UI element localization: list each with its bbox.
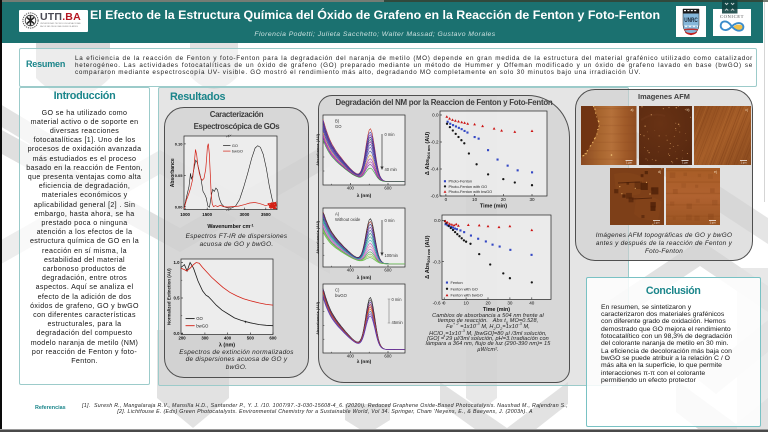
svg-text:40 min: 40 min bbox=[385, 167, 398, 172]
svg-text:-0.6: -0.6 bbox=[433, 301, 441, 306]
svg-text:Absorbancia (AU): Absorbancia (AU) bbox=[316, 301, 320, 335]
svg-text:0.0: 0.0 bbox=[174, 331, 181, 336]
svg-text:Photo-Fenton: Photo-Fenton bbox=[449, 179, 473, 184]
svg-text:Δ Abs504 nm (AU): Δ Abs504 nm (AU) bbox=[425, 235, 431, 278]
svg-text:600: 600 bbox=[384, 186, 392, 191]
svg-text:10: 10 bbox=[464, 301, 470, 306]
svg-text:Absorbance (AU): Absorbance (AU) bbox=[316, 133, 320, 165]
svg-text:bwGO: bwGO bbox=[335, 293, 348, 298]
svg-text:600: 600 bbox=[384, 268, 392, 273]
svg-text:d): d) bbox=[658, 170, 661, 174]
svg-text:30: 30 bbox=[507, 301, 513, 306]
svg-text:0: 0 bbox=[445, 197, 448, 202]
svg-text:100min: 100min bbox=[385, 253, 399, 258]
svg-text:C): C) bbox=[335, 288, 340, 293]
svg-text:GO: GO bbox=[196, 316, 203, 321]
svg-text:λ (nm): λ (nm) bbox=[357, 275, 372, 281]
svg-text:B): B) bbox=[335, 119, 340, 124]
svg-text:1500: 1500 bbox=[202, 212, 212, 217]
svg-text:a): a) bbox=[631, 108, 634, 112]
svg-text:UNRC: UNRC bbox=[684, 17, 698, 24]
svg-text:λ (nm): λ (nm) bbox=[219, 342, 235, 348]
svg-text:c): c) bbox=[745, 108, 748, 112]
svg-text:Fenton: Fenton bbox=[451, 280, 463, 285]
svg-text:1 µm: 1 µm bbox=[741, 161, 747, 165]
svg-text:400: 400 bbox=[224, 335, 232, 340]
svg-text:Photo-Fenton with GO: Photo-Fenton with GO bbox=[449, 184, 488, 189]
svg-text:500: 500 bbox=[247, 335, 255, 340]
svg-text:0.0: 0.0 bbox=[432, 113, 439, 118]
svg-text:Photo-Fenton with bwGO: Photo-Fenton with bwGO bbox=[449, 189, 493, 194]
svg-text:1.0: 1.0 bbox=[174, 260, 181, 265]
svg-text:b): b) bbox=[686, 108, 689, 112]
svg-text:400: 400 bbox=[347, 268, 355, 273]
svg-text:Wavenumber cm-1: Wavenumber cm-1 bbox=[207, 223, 253, 230]
svg-text:20: 20 bbox=[485, 301, 491, 306]
svg-text:λ (nm): λ (nm) bbox=[357, 359, 372, 364]
svg-text:400: 400 bbox=[347, 186, 355, 191]
svg-text:1000: 1000 bbox=[180, 212, 190, 217]
svg-text:10: 10 bbox=[472, 197, 478, 202]
svg-text:Time (min): Time (min) bbox=[483, 307, 510, 313]
svg-text:0 min: 0 min bbox=[385, 132, 396, 137]
svg-text:3000: 3000 bbox=[240, 212, 250, 217]
svg-text:40: 40 bbox=[529, 301, 535, 306]
svg-text:-0.3: -0.3 bbox=[433, 259, 441, 264]
svg-text:200: 200 bbox=[179, 335, 187, 340]
svg-text:0.5: 0.5 bbox=[174, 295, 181, 300]
svg-text:-0.2: -0.2 bbox=[431, 140, 439, 145]
svg-text:400: 400 bbox=[347, 354, 355, 359]
svg-text:0 min: 0 min bbox=[385, 218, 396, 223]
svg-text:0.05: 0.05 bbox=[175, 173, 184, 178]
svg-text:A): A) bbox=[335, 212, 340, 217]
svg-text:1 µm: 1 µm bbox=[626, 161, 632, 165]
svg-text:0.00: 0.00 bbox=[175, 204, 184, 209]
svg-text:Without oxide: Without oxide bbox=[335, 217, 361, 222]
svg-text:Fenton with bwGO: Fenton with bwGO bbox=[451, 293, 483, 298]
svg-text:20: 20 bbox=[501, 197, 507, 202]
svg-text:3500: 3500 bbox=[261, 212, 271, 217]
svg-text:Fenton with GO: Fenton with GO bbox=[451, 286, 478, 291]
svg-text:GO: GO bbox=[335, 124, 342, 129]
svg-text:bwGO: bwGO bbox=[232, 149, 243, 154]
svg-text:-0.4: -0.4 bbox=[431, 167, 439, 172]
svg-text:Absorbancia (AU): Absorbancia (AU) bbox=[316, 220, 320, 254]
svg-text:1 µm: 1 µm bbox=[654, 220, 660, 224]
svg-text:1 µm: 1 µm bbox=[710, 220, 716, 224]
svg-text:1 µm: 1 µm bbox=[682, 161, 688, 165]
svg-text:0: 0 bbox=[443, 301, 446, 306]
svg-text:600: 600 bbox=[384, 354, 392, 359]
svg-text:bwGO: bwGO bbox=[196, 323, 209, 328]
svg-text:Δ Abs504 nm (AU): Δ Abs504 nm (AU) bbox=[425, 132, 431, 175]
svg-text:600: 600 bbox=[269, 335, 277, 340]
svg-text:300: 300 bbox=[201, 335, 209, 340]
svg-text:30: 30 bbox=[529, 197, 535, 202]
svg-text:GO: GO bbox=[232, 143, 238, 148]
svg-text:e): e) bbox=[714, 170, 717, 174]
svg-text:0.0: 0.0 bbox=[434, 218, 441, 223]
svg-text:-0.6: -0.6 bbox=[431, 194, 439, 199]
svg-text:0 min: 0 min bbox=[392, 297, 403, 302]
svg-text:Normalized Extinction (AU): Normalized Extinction (AU) bbox=[167, 267, 172, 324]
svg-text:45min: 45min bbox=[392, 320, 404, 325]
svg-text:0.10: 0.10 bbox=[175, 142, 184, 147]
svg-text:Absorbance: Absorbance bbox=[170, 158, 176, 187]
svg-text:Time (min): Time (min) bbox=[480, 204, 507, 210]
svg-text:λ (nm): λ (nm) bbox=[357, 193, 372, 199]
